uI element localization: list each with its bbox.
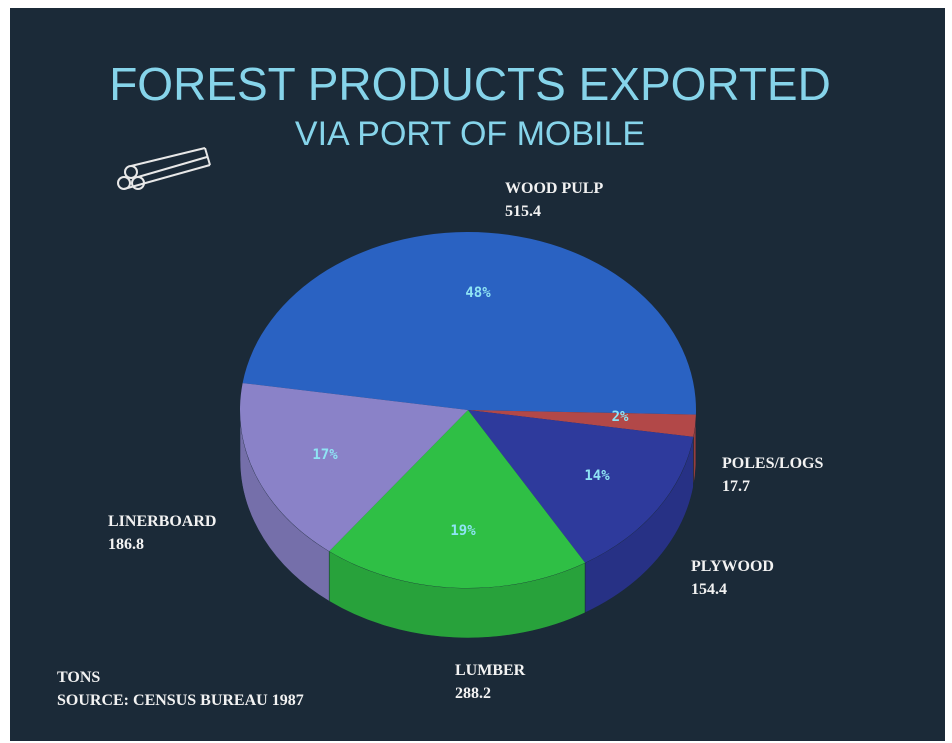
- percentage-label: 14%: [584, 468, 610, 484]
- logs-icon: [117, 147, 211, 190]
- value-label: 288.2: [455, 685, 491, 702]
- percentage-label: 19%: [450, 523, 476, 539]
- percentage-label: 2%: [612, 409, 629, 425]
- percentage-label: 48%: [465, 285, 491, 301]
- category-label: LINERBOARD: [108, 513, 216, 530]
- pie-slice: [240, 383, 468, 552]
- pie-slice: [329, 410, 586, 588]
- value-label: 186.8: [108, 536, 144, 553]
- unit-note: TONS: [57, 669, 100, 686]
- value-label: 515.4: [505, 203, 541, 220]
- source: SOURCE: CENSUS BUREAU 1987: [57, 692, 304, 709]
- pie-slice: [242, 231, 696, 415]
- category-label: WOOD PULP: [505, 180, 603, 197]
- category-label: POLES/LOGS: [722, 455, 823, 472]
- value-label: 154.4: [691, 581, 727, 598]
- category-label: LUMBER: [455, 662, 526, 679]
- pie: [239, 231, 697, 639]
- chart-subtitle: VIA PORT OF MOBILE: [295, 115, 645, 153]
- value-label: 17.7: [722, 478, 750, 495]
- percentage-label: 17%: [312, 447, 338, 463]
- category-label: PLYWOOD: [691, 558, 774, 575]
- pie-slice: [468, 410, 696, 437]
- chart-title: FOREST PRODUCTS EXPORTED: [109, 58, 831, 110]
- pie-slice: [468, 410, 694, 563]
